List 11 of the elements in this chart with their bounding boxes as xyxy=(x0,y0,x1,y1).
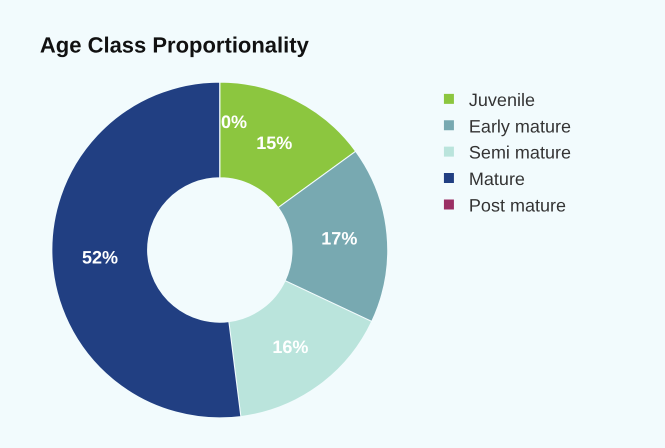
text: 0% xyxy=(221,112,248,132)
legend-label: Early mature xyxy=(468,116,571,136)
legend-label: Mature xyxy=(468,169,525,190)
data-label: 16% xyxy=(272,337,308,358)
legend-label: Juvenile xyxy=(468,90,535,110)
chart-title: Age Class Proportionality xyxy=(40,32,310,58)
data-label: 17% xyxy=(321,228,358,249)
legend-label: Post mature xyxy=(468,195,566,216)
data-label: 15% xyxy=(256,133,292,154)
legend-label: Semi mature xyxy=(468,142,571,163)
data-label: 52% xyxy=(82,248,118,268)
